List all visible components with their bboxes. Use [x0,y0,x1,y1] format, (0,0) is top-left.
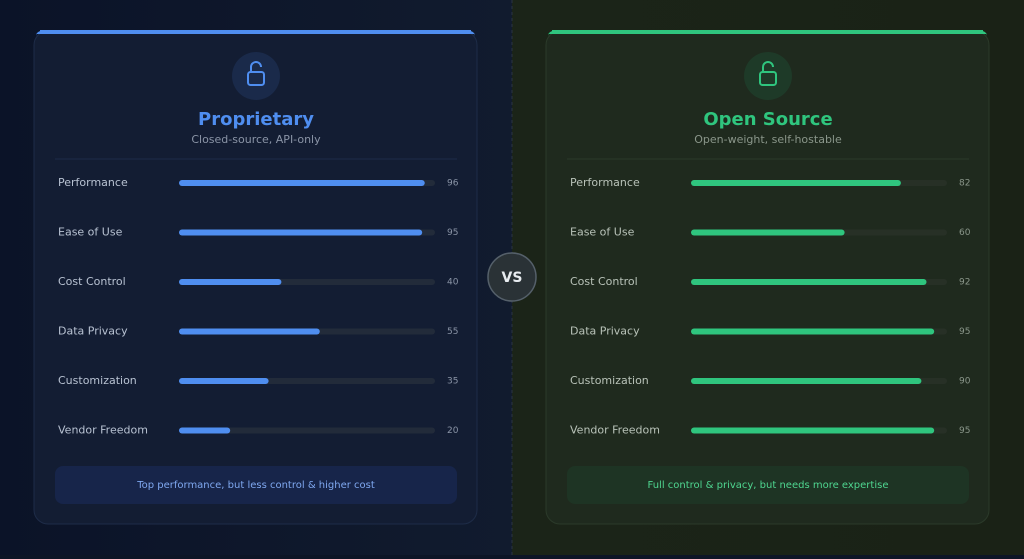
value-label: 35 [447,377,458,387]
footer-note: Full control & privacy, but needs more e… [648,480,889,491]
metric-label: Vendor Freedom [58,424,148,437]
value-label: 82 [959,179,970,189]
metric-label: Cost Control [570,275,638,288]
value-label: 92 [959,278,970,288]
bar [691,427,935,434]
value-label: 40 [447,278,459,288]
value-label: 90 [959,377,971,387]
value-label: 95 [959,327,970,337]
metric-label: Performance [58,176,128,189]
value-label: 20 [447,426,459,436]
metric-label: Ease of Use [58,226,123,239]
value-label: 60 [959,228,971,238]
bar [691,328,935,335]
bar [179,378,269,384]
icon-circle [744,52,792,100]
bar [691,279,927,285]
bar [691,378,922,384]
metric-label: Performance [570,176,640,189]
panel-title: Open Source [703,109,832,130]
value-label: 95 [959,426,970,436]
footer-note: Top performance, but less control & high… [136,480,375,491]
panel-subtitle: Open-weight, self-hostable [694,133,842,146]
vs-label: VS [502,270,523,286]
bar-track [179,427,435,434]
bar [179,279,282,285]
metric-label: Vendor Freedom [570,424,660,437]
metric-label: Ease of Use [570,226,635,239]
icon-circle [232,52,280,100]
value-label: 96 [447,179,459,189]
card-top-bar [40,30,471,34]
lock-body [247,71,265,86]
bar [179,328,320,335]
panel-title: Proprietary [198,109,314,130]
bar [691,180,901,186]
bar [691,229,845,236]
footer-box [567,466,969,504]
lock-body [759,71,777,86]
vs-badge [487,252,537,302]
panel-subtitle: Closed-source, API-only [191,133,321,146]
metric-label: Data Privacy [58,325,128,338]
metric-label: Cost Control [58,275,126,288]
lock-shackle [762,61,774,72]
footer-box [55,466,457,504]
lock-shackle [250,61,262,72]
metric-label: Customization [570,374,649,387]
card-top-bar [552,30,983,34]
bar [179,229,423,236]
value-label: 95 [447,228,458,238]
bar [179,427,231,434]
metric-label: Customization [58,374,137,387]
value-label: 55 [447,327,458,337]
bar [179,180,425,186]
metric-label: Data Privacy [570,325,640,338]
